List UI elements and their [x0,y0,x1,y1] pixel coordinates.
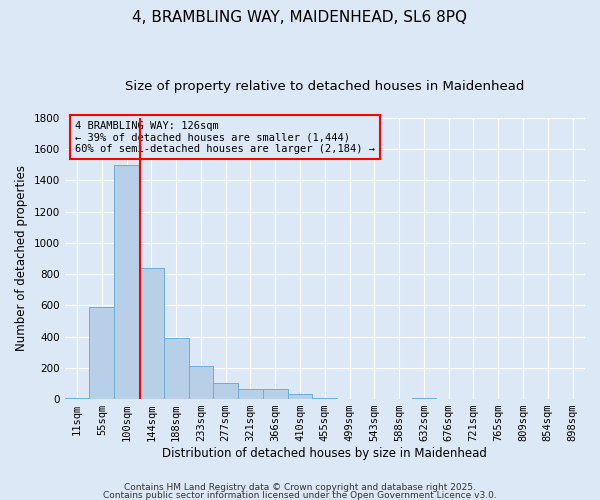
Bar [287,394,313,399]
Bar [313,398,337,399]
Y-axis label: Number of detached properties: Number of detached properties [15,166,28,352]
Text: Contains public sector information licensed under the Open Government Licence v3: Contains public sector information licen… [103,490,497,500]
X-axis label: Distribution of detached houses by size in Maidenhead: Distribution of detached houses by size … [163,447,487,460]
Bar [164,338,188,399]
Bar [139,268,164,399]
Text: 4 BRAMBLING WAY: 126sqm
← 39% of detached houses are smaller (1,444)
60% of semi: 4 BRAMBLING WAY: 126sqm ← 39% of detache… [75,120,375,154]
Bar [188,366,214,399]
Bar [412,398,436,399]
Bar [238,389,263,399]
Title: Size of property relative to detached houses in Maidenhead: Size of property relative to detached ho… [125,80,524,93]
Bar [214,384,238,399]
Bar [263,389,287,399]
Text: Contains HM Land Registry data © Crown copyright and database right 2025.: Contains HM Land Registry data © Crown c… [124,484,476,492]
Bar [89,307,114,399]
Bar [65,398,89,399]
Text: 4, BRAMBLING WAY, MAIDENHEAD, SL6 8PQ: 4, BRAMBLING WAY, MAIDENHEAD, SL6 8PQ [133,10,467,25]
Bar [114,164,139,399]
